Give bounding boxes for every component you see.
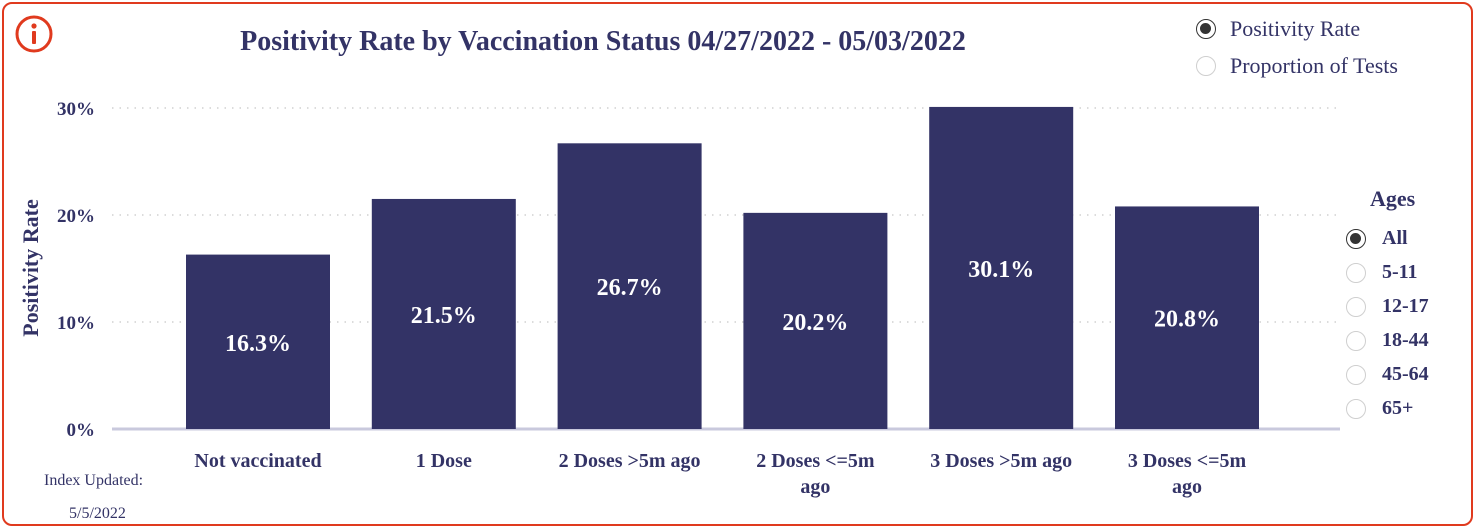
- radio-selected-icon[interactable]: [1346, 228, 1366, 249]
- metric-option-proportion-of-tests[interactable]: Proportion of Tests: [1196, 53, 1398, 79]
- info-icon[interactable]: [14, 14, 54, 54]
- age-option-label: 45-64: [1382, 363, 1429, 385]
- ages-title: Ages: [1370, 186, 1416, 211]
- radio-unselected-icon[interactable]: [1346, 398, 1366, 419]
- radio-unselected-icon[interactable]: [1196, 56, 1216, 76]
- x-tick-label: 3 Doses <=5m ago: [1128, 450, 1247, 498]
- radio-unselected-icon[interactable]: [1346, 364, 1366, 385]
- radio-unselected-icon[interactable]: [1346, 330, 1366, 351]
- age-option-label: 65+: [1382, 397, 1414, 419]
- index-updated-date: 5/5/2022: [69, 505, 126, 522]
- y-tick-label: 30%: [57, 99, 95, 120]
- bar[interactable]: [557, 143, 702, 429]
- data-label: 16.3%: [225, 331, 291, 357]
- metric-option-label: Positivity Rate: [1230, 16, 1361, 41]
- radio-unselected-icon[interactable]: [1346, 296, 1366, 317]
- age-option-label: 5-11: [1382, 261, 1418, 283]
- age-option-label: 12-17: [1382, 295, 1429, 317]
- age-option-all[interactable]: All: [1346, 227, 1408, 250]
- chart-title: Positivity Rate by Vaccination Status 04…: [240, 26, 966, 57]
- metric-option-positivity-rate[interactable]: Positivity Rate: [1196, 16, 1360, 42]
- bar[interactable]: [743, 212, 888, 429]
- radio-unselected-icon[interactable]: [1346, 262, 1366, 283]
- data-label: 21.5%: [411, 303, 477, 329]
- data-label: 20.2%: [782, 310, 848, 336]
- y-tick-label: 20%: [57, 206, 95, 227]
- radio-selected-icon[interactable]: [1196, 19, 1216, 39]
- bar[interactable]: [186, 254, 330, 429]
- bar[interactable]: [929, 106, 1074, 430]
- data-label: 26.7%: [597, 275, 663, 301]
- age-option-label: 18-44: [1382, 329, 1429, 351]
- x-tick-label: 2 Doses <=5m ago: [756, 450, 875, 498]
- age-option-45-64[interactable]: 45-64: [1346, 363, 1429, 386]
- y-tick-label: 0%: [67, 420, 96, 441]
- age-option-65-[interactable]: 65+: [1346, 397, 1413, 420]
- data-label: 30.1%: [968, 257, 1034, 283]
- age-option-12-17[interactable]: 12-17: [1346, 295, 1429, 318]
- y-tick-label: 10%: [57, 313, 95, 334]
- data-label: 20.8%: [1154, 307, 1220, 333]
- age-option-label: All: [1382, 227, 1408, 249]
- x-tick-label: 2 Doses >5m ago: [559, 450, 701, 472]
- x-tick-label: 1 Dose: [416, 450, 472, 472]
- y-axis-label: Positivity Rate: [18, 199, 43, 337]
- age-option-5-11[interactable]: 5-11: [1346, 261, 1418, 284]
- index-updated-label: Index Updated:: [44, 472, 144, 489]
- x-tick-label: 3 Doses >5m ago: [930, 450, 1072, 472]
- bar[interactable]: [371, 198, 516, 429]
- age-option-18-44[interactable]: 18-44: [1346, 329, 1429, 352]
- bar[interactable]: [1115, 206, 1259, 429]
- metric-option-label: Proportion of Tests: [1230, 53, 1398, 78]
- x-tick-label: Not vaccinated: [194, 450, 321, 472]
